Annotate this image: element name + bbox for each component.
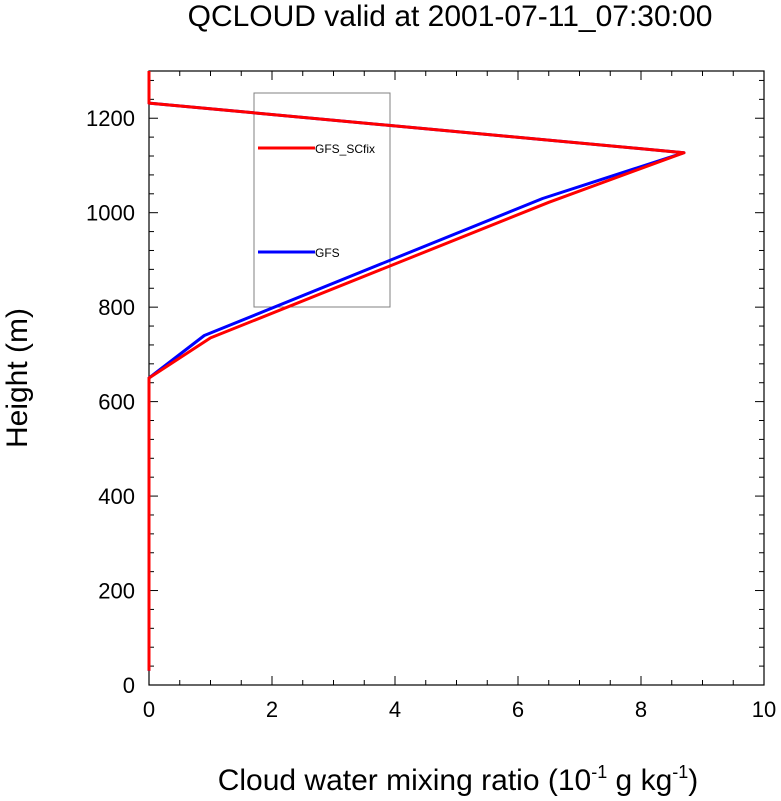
x-axis-label-exponent-1: -1 bbox=[591, 762, 607, 782]
legend-label-gfs: GFS bbox=[315, 246, 340, 260]
x-axis-label: Cloud water mixing ratio (10-1 g kg-1) bbox=[218, 762, 699, 797]
x-tick-label: 10 bbox=[752, 697, 776, 722]
x-tick-label: 6 bbox=[512, 697, 524, 722]
y-tick-label: 0 bbox=[123, 673, 135, 698]
x-axis-label-exponent-2: -1 bbox=[672, 762, 688, 782]
plot-frame bbox=[148, 70, 765, 686]
y-tick-label: 200 bbox=[98, 579, 135, 604]
legend-box bbox=[253, 92, 391, 308]
x-axis-label-suffix: ) bbox=[688, 764, 698, 797]
x-tick-label: 4 bbox=[389, 697, 401, 722]
x-tick-label: 8 bbox=[635, 697, 647, 722]
y-tick-label: 800 bbox=[98, 295, 135, 320]
x-tick-label: 0 bbox=[143, 697, 155, 722]
series-line-gfs bbox=[147, 71, 686, 671]
y-tick-label: 400 bbox=[98, 484, 135, 509]
x-axis-label-prefix: Cloud water mixing ratio (10 bbox=[218, 764, 592, 797]
x-axis-label-middle: g kg bbox=[607, 764, 672, 797]
y-tick-label: 1200 bbox=[86, 106, 135, 131]
series-line-gfs-scfix bbox=[147, 71, 686, 671]
y-tick-label: 600 bbox=[98, 390, 135, 415]
y-axis-label: Height (m) bbox=[1, 308, 34, 448]
x-tick-label: 2 bbox=[266, 697, 278, 722]
legend-label-gfs-scfix: GFS_SCfix bbox=[315, 142, 375, 156]
y-tick-label: 1000 bbox=[86, 201, 135, 226]
chart-title: QCLOUD valid at 2001-07-11_07:30:00 bbox=[188, 0, 713, 33]
